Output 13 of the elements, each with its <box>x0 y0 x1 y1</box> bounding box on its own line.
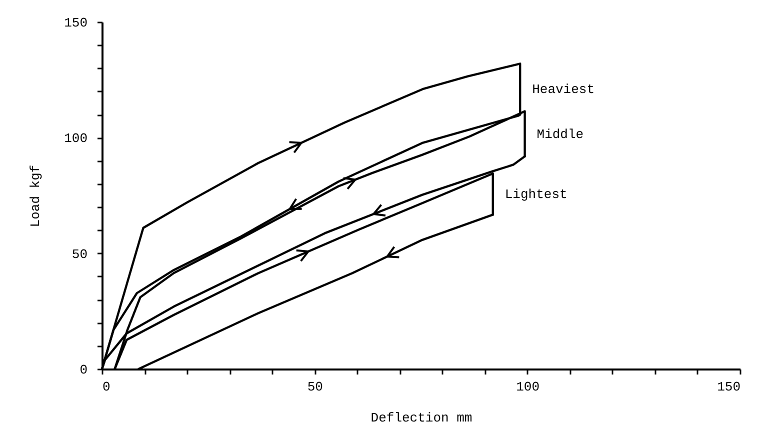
y-axis-title: Load kgf <box>28 164 44 228</box>
y-tick-label: 150 <box>64 16 88 30</box>
series-label: Lightest <box>504 187 568 202</box>
series-label: Heaviest <box>532 82 595 98</box>
x-tick-label: 100 <box>516 380 540 394</box>
y-tick-label: 0 <box>80 362 88 378</box>
x-tick-label: 0 <box>102 380 110 394</box>
series-label: Middle <box>536 126 584 142</box>
x-tick-label: 150 <box>717 380 740 394</box>
x-axis-title: Deflection mm <box>370 410 472 426</box>
y-tick-label: 100 <box>64 131 88 146</box>
x-tick-label: 50 <box>307 380 323 394</box>
y-tick-label: 50 <box>72 246 88 262</box>
